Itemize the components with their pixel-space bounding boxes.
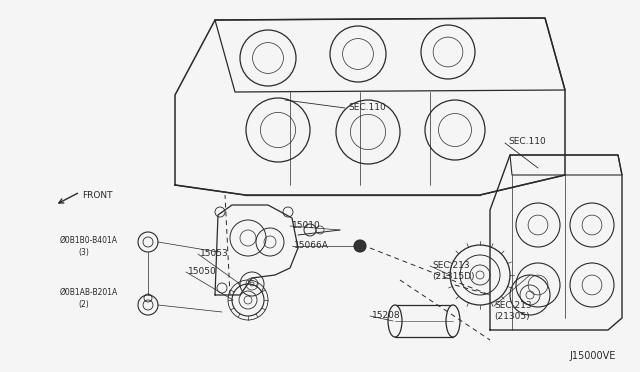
Text: 15010: 15010 — [292, 221, 321, 231]
Text: Ø0B1B0-B401A: Ø0B1B0-B401A — [60, 235, 118, 244]
Text: SEC.110: SEC.110 — [508, 138, 546, 147]
Text: 15208: 15208 — [372, 311, 401, 321]
Text: Ø0B1AB-B201A: Ø0B1AB-B201A — [60, 288, 118, 296]
Text: (21315D): (21315D) — [432, 273, 474, 282]
Bar — [395, 305, 453, 337]
Text: J15000VE: J15000VE — [570, 351, 616, 361]
Text: (21305): (21305) — [494, 312, 530, 321]
Ellipse shape — [446, 305, 460, 337]
Text: SEC.110: SEC.110 — [348, 103, 386, 112]
Text: 15066A: 15066A — [294, 241, 329, 250]
Text: FRONT: FRONT — [82, 192, 113, 201]
Text: SEC.213: SEC.213 — [432, 262, 470, 270]
Text: SEC.213: SEC.213 — [494, 301, 532, 311]
Text: (2): (2) — [78, 299, 89, 308]
Text: 15050: 15050 — [188, 267, 217, 276]
Circle shape — [354, 240, 366, 252]
Text: (3): (3) — [78, 247, 89, 257]
Ellipse shape — [388, 305, 402, 337]
Text: 15053: 15053 — [200, 250, 228, 259]
